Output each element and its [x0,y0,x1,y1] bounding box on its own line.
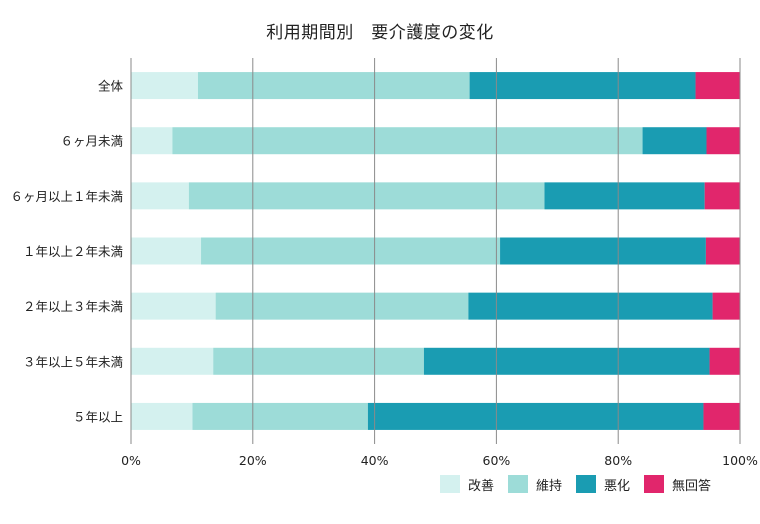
bar-segment-3-row-7 [367,402,704,430]
bar-segment-3-row-2 [642,127,707,155]
bar-segment-2-row-5 [215,292,469,320]
bar-segment-3-row-1 [469,72,696,100]
bar-segment-2-row-1 [197,72,470,100]
bar-segment-2-row-3 [188,182,545,210]
legend-item: 無回答 [644,475,711,494]
legend-label: 改善 [468,478,495,494]
legend-swatch [508,475,529,493]
category-label: ５年以上 [73,409,123,424]
bar-segment-4-row-4 [705,237,740,265]
bar-segment-1-row-1 [131,72,198,100]
bar-segment-4-row-6 [709,347,740,375]
bar-segment-1-row-3 [131,182,189,210]
bar-segment-2-row-6 [213,347,424,375]
legend-label: 維持 [536,478,563,494]
chart-legend: 改善 維持 悪化 無回答 [440,474,725,494]
category-label: ２年以上３年未満 [23,299,123,314]
category-label: 全体 [98,79,124,94]
category-label: ６ヶ月以上１年未満 [10,189,123,204]
bar-segment-1-row-5 [131,292,216,320]
legend-swatch [644,475,665,493]
bar-segment-2-row-4 [201,237,501,265]
legend-swatch [440,475,460,493]
x-tick-label: 40% [361,453,389,468]
bar-segment-4-row-5 [712,292,740,320]
bar-segment-3-row-4 [500,237,706,265]
bar-segment-1-row-6 [131,347,214,375]
x-tick-label: 80% [604,453,632,468]
bar-segment-3-row-5 [468,292,713,320]
bar-segment-4-row-1 [695,72,740,100]
category-label: １年以上２年未満 [23,244,123,259]
bar-segment-4-row-2 [706,127,740,155]
category-label: ３年以上５年未満 [23,354,123,369]
bar-segment-1-row-2 [131,127,173,155]
chart-title: 利用期間別 要介護度の変化 [266,23,494,43]
bar-segment-2-row-7 [192,402,368,430]
bar-segment-1-row-7 [131,402,193,430]
category-label: ６ヶ月未満 [60,134,123,149]
bar-segment-1-row-4 [131,237,202,265]
bar-segment-3-row-6 [423,347,710,375]
legend-item: 悪化 [576,475,630,494]
bar-segment-4-row-7 [703,402,740,430]
legend-label: 悪化 [604,478,631,494]
legend-item: 維持 [508,475,562,494]
bar-segment-4-row-3 [704,182,740,210]
x-tick-label: 20% [239,453,267,468]
legend-label: 無回答 [672,478,712,494]
legend-swatch [576,475,597,493]
legend-item: 改善 [440,475,494,494]
x-tick-label: 100% [722,453,758,468]
x-tick-label: 60% [483,453,511,468]
x-tick-label: 0% [121,453,141,468]
bar-segment-3-row-3 [544,182,705,210]
bar-segment-2-row-2 [172,127,643,155]
